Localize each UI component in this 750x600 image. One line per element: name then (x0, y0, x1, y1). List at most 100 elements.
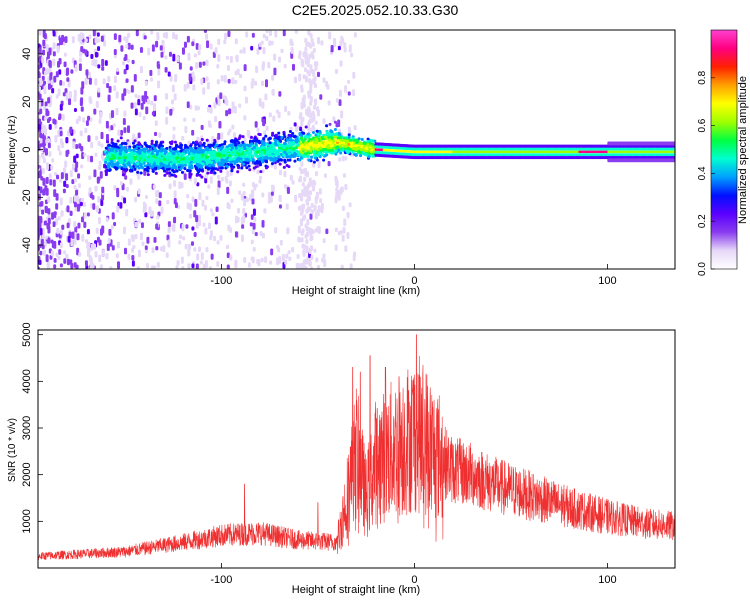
heatmap-cell (170, 156, 174, 160)
heatmap-cell (113, 75, 117, 84)
heatmap-cell (252, 166, 256, 170)
heatmap-cell (328, 122, 332, 126)
heatmap-cell (287, 110, 291, 116)
heatmap-cell (277, 247, 281, 253)
heatmap-cell (209, 160, 213, 164)
heatmap-cell (176, 156, 180, 160)
heatmap-cell (282, 141, 286, 145)
heatmap-cell (332, 135, 336, 139)
heatmap-cell (344, 183, 348, 190)
heatmap-cell (208, 266, 212, 269)
heatmap-cell (169, 75, 173, 82)
heatmap-cell (265, 125, 269, 131)
heatmap-cell (98, 254, 102, 263)
heatmap-cell (246, 158, 250, 162)
heatmap-cell (310, 142, 314, 146)
heatmap-cell (311, 110, 315, 116)
heatmap-cell (294, 152, 298, 156)
heatmap-cell (195, 263, 199, 269)
heatmap-cell (308, 229, 312, 235)
heatmap-cell (269, 195, 273, 203)
heatmap-cell (156, 215, 160, 220)
heatmap-cell (65, 184, 69, 189)
heatmap-cell (341, 155, 345, 162)
heatmap-cell (79, 201, 83, 207)
heatmap-cell (59, 178, 63, 183)
heatmap-cell (144, 80, 148, 86)
heatmap-cell (195, 221, 199, 229)
heatmap-cell (239, 157, 243, 161)
heatmap-cell (255, 160, 259, 164)
heatmap-cell (160, 149, 164, 153)
heatmap-cell (335, 187, 339, 192)
heatmap-cell (152, 162, 156, 166)
heatmap-cell (123, 68, 127, 75)
heatmap-cell (115, 91, 119, 99)
heatmap-cell (205, 60, 209, 65)
heatmap-cell (180, 143, 184, 147)
heatmap-cell (214, 216, 218, 225)
heatmap-cell (104, 146, 108, 150)
heatmap-cell (313, 156, 317, 160)
heatmap-cell (296, 150, 300, 154)
heatmap-cell (58, 58, 62, 65)
heatmap-cell (89, 98, 93, 104)
heatmap-cell (227, 144, 231, 148)
heatmap-cell (262, 156, 266, 160)
heatmap-cell (256, 169, 260, 175)
heatmap-cell (73, 95, 77, 102)
heatmap-cell (251, 229, 255, 235)
heatmap-cell (251, 32, 255, 38)
heatmap-cell (279, 148, 283, 152)
heatmap-cell (105, 120, 109, 129)
heatmap-cell (371, 150, 375, 154)
heatmap-cell (52, 30, 56, 37)
heatmap-cell (122, 61, 126, 66)
heatmap-cell (260, 139, 264, 143)
heatmap-cell (252, 246, 256, 252)
heatmap-cell (282, 146, 286, 150)
heatmap-cell (188, 147, 192, 151)
heatmap-cell (298, 114, 302, 120)
heatmap-cell (368, 141, 372, 145)
heatmap-cell (107, 238, 111, 244)
heatmap-cell (309, 147, 313, 151)
heatmap-cell (359, 141, 363, 145)
heatmap-cell (183, 167, 187, 171)
heatmap-cell (78, 57, 82, 63)
heatmap-cell (254, 121, 258, 128)
heatmap-cell (159, 156, 163, 160)
heatmap-cell (300, 196, 304, 202)
heatmap-cell (251, 198, 255, 205)
heatmap-cell (321, 141, 325, 145)
heatmap-cell (45, 68, 49, 75)
heatmap-cell (123, 163, 127, 167)
heatmap-cell (271, 184, 275, 192)
heatmap-cell (208, 150, 212, 154)
heatmap-cell (272, 115, 276, 122)
heatmap-cell (127, 161, 131, 165)
heatmap-cell (79, 130, 83, 137)
heatmap-cell (236, 170, 240, 174)
heatmap-cell (84, 127, 88, 134)
heatmap-cell (186, 193, 190, 199)
heatmap-cell (131, 234, 135, 243)
heatmap-cell (186, 202, 190, 210)
heatmap-cell (189, 172, 193, 176)
heatmap-cell (355, 141, 359, 145)
heatmap-cell (366, 137, 370, 141)
heatmap-cell (234, 70, 238, 76)
heatmap-cell (159, 162, 163, 166)
heatmap-cell (196, 253, 200, 261)
heatmap-cell (115, 145, 119, 149)
heatmap-cell (41, 209, 45, 215)
heatmap-cell (189, 104, 193, 110)
heatmap-cell (38, 185, 41, 191)
heatmap-cell (116, 139, 120, 143)
heatmap-cell (138, 219, 142, 224)
heatmap-cell (220, 132, 224, 140)
heatmap-cell (197, 214, 201, 220)
heatmap-cell (275, 152, 279, 156)
heatmap-cell (340, 110, 344, 119)
heatmap-cell (269, 260, 273, 265)
